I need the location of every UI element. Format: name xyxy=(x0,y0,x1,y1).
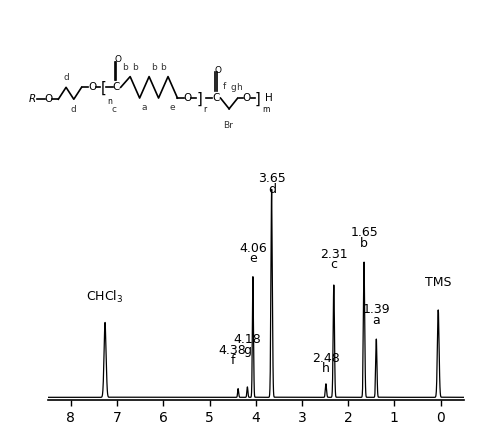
Text: ]: ] xyxy=(196,92,202,107)
Text: n: n xyxy=(107,97,112,106)
Text: b: b xyxy=(151,63,157,72)
Text: O: O xyxy=(115,55,122,64)
Text: H: H xyxy=(265,93,273,103)
Text: O: O xyxy=(215,66,221,75)
Text: a: a xyxy=(372,314,380,327)
Text: 3.65: 3.65 xyxy=(258,172,286,185)
Text: [: [ xyxy=(100,81,106,96)
Text: d: d xyxy=(63,73,69,82)
Text: h: h xyxy=(236,83,241,92)
Text: e: e xyxy=(249,252,257,265)
Text: g: g xyxy=(230,83,236,92)
Text: d: d xyxy=(268,183,276,196)
Text: r: r xyxy=(203,106,206,115)
Text: c: c xyxy=(111,105,116,114)
Text: m: m xyxy=(262,106,269,115)
Text: O: O xyxy=(88,82,97,92)
Text: f: f xyxy=(222,82,226,91)
Text: TMS: TMS xyxy=(425,276,452,289)
Text: C: C xyxy=(212,93,220,103)
Text: O: O xyxy=(44,94,53,104)
Text: R: R xyxy=(29,94,36,104)
Text: h: h xyxy=(322,363,330,375)
Text: e: e xyxy=(170,103,175,112)
Text: 4.06: 4.06 xyxy=(239,242,267,255)
Text: ]: ] xyxy=(255,92,261,107)
Text: C: C xyxy=(112,82,120,92)
Text: f: f xyxy=(230,354,235,367)
Text: 1.65: 1.65 xyxy=(350,226,378,239)
Text: O: O xyxy=(243,93,251,103)
Text: b: b xyxy=(122,63,128,72)
Text: g: g xyxy=(243,344,251,357)
Text: b: b xyxy=(360,236,368,250)
Text: b: b xyxy=(132,63,138,72)
Text: 1.39: 1.39 xyxy=(362,303,390,316)
Text: b: b xyxy=(161,63,166,72)
Text: 2.48: 2.48 xyxy=(312,352,340,365)
Text: a: a xyxy=(141,103,147,112)
Text: d: d xyxy=(71,105,76,114)
Text: O: O xyxy=(184,93,192,103)
Text: Br: Br xyxy=(223,121,233,130)
Text: 4.18: 4.18 xyxy=(234,334,261,346)
Text: c: c xyxy=(330,259,337,271)
Text: 4.38: 4.38 xyxy=(219,344,247,357)
Text: 2.31: 2.31 xyxy=(320,248,348,261)
Text: CHCl$_3$: CHCl$_3$ xyxy=(87,289,124,305)
